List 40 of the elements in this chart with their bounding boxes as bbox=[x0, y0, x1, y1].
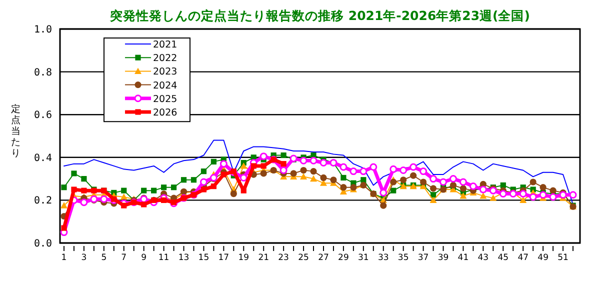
legend-label: 2024 bbox=[153, 80, 178, 92]
x-tick-label: 29 bbox=[338, 253, 349, 263]
x-tick-label: 21 bbox=[258, 253, 270, 263]
x-tick-label: 19 bbox=[238, 253, 250, 263]
y-tick-label: 0.4 bbox=[34, 152, 52, 164]
x-tick-label: 51 bbox=[558, 253, 568, 263]
x-tick-label: 39 bbox=[438, 253, 449, 263]
x-tick-label: 41 bbox=[458, 253, 469, 263]
x-tick-label: 25 bbox=[298, 253, 309, 263]
x-tick-label: 47 bbox=[518, 253, 529, 263]
x-tick-label: 31 bbox=[358, 253, 369, 263]
x-tick-label: 35 bbox=[398, 253, 409, 263]
x-tick-label: 9 bbox=[141, 253, 147, 263]
x-tick-label: 45 bbox=[498, 253, 509, 263]
legend-label: 2023 bbox=[153, 66, 178, 78]
x-tick-label: 3 bbox=[81, 253, 87, 263]
x-tick-label: 13 bbox=[178, 253, 190, 263]
x-tick-label: 5 bbox=[101, 253, 107, 263]
y-axis-title: 定点当たり bbox=[11, 103, 21, 159]
legend-label: 2021 bbox=[153, 40, 178, 50]
y-tick-label: 1.0 bbox=[34, 24, 52, 36]
x-tick-label: 49 bbox=[538, 253, 548, 263]
x-tick-label: 11 bbox=[158, 253, 170, 263]
chart-title: 突発性発しんの定点当たり報告数の推移 2021年-2026年第23週(全国) bbox=[109, 8, 530, 23]
x-tick-label: 15 bbox=[198, 253, 210, 263]
x-tick-label: 23 bbox=[278, 253, 289, 263]
y-tick-label: 0.0 bbox=[34, 238, 52, 250]
x-tick-label: 33 bbox=[378, 253, 389, 263]
y-tick-label: 0.6 bbox=[34, 110, 52, 122]
x-tick-label: 43 bbox=[478, 253, 489, 263]
x-tick-label: 17 bbox=[218, 253, 230, 263]
y-tick-label: 0.2 bbox=[34, 196, 52, 207]
x-tick-label: 27 bbox=[318, 253, 329, 263]
legend-label: 2026 bbox=[153, 108, 178, 118]
legend-label: 2025 bbox=[153, 94, 178, 105]
x-tick-label: 37 bbox=[418, 253, 429, 263]
x-tick-label: 7 bbox=[121, 253, 127, 263]
y-tick-label: 0.8 bbox=[34, 67, 52, 78]
legend-label: 2022 bbox=[153, 53, 178, 64]
x-tick-label: 1 bbox=[61, 253, 67, 263]
